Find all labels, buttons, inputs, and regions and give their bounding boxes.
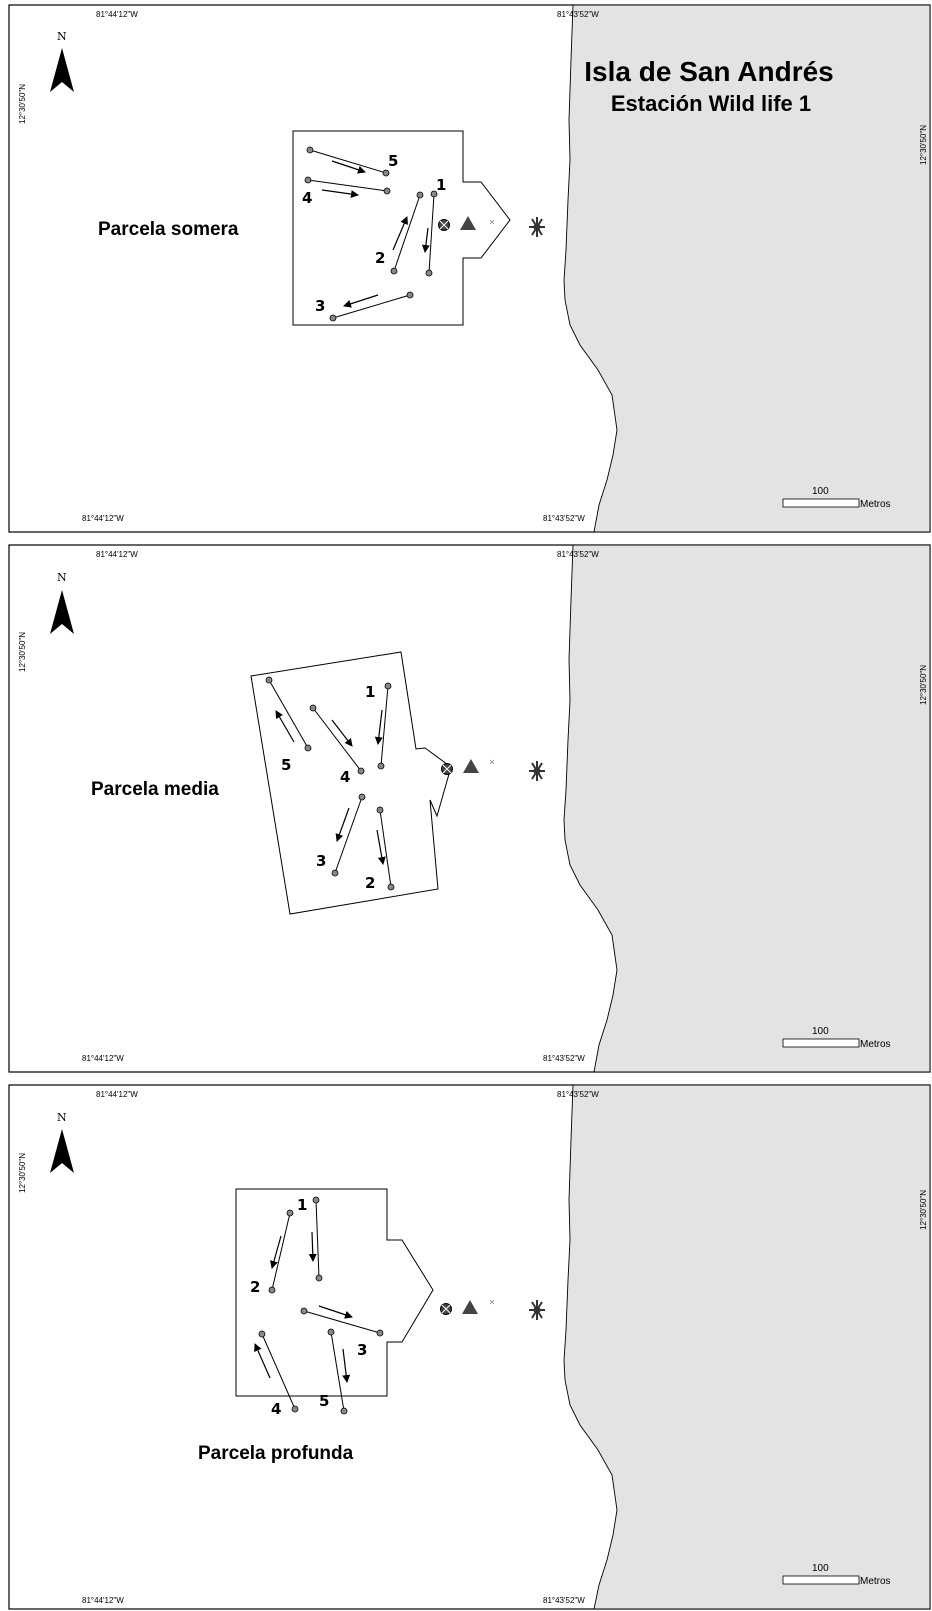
transect-label-5: 5 <box>319 1392 329 1410</box>
transect-label-5: 5 <box>281 756 291 774</box>
lat-label-right: 12°30'50"N <box>919 125 928 165</box>
transect-label-2: 2 <box>365 874 375 892</box>
map-panel-2: 81°44'12"W 81°43'52"W 81°44'12"W 81°43'5… <box>8 544 931 1073</box>
lon-label-top-east: 81°43'52"W <box>557 10 599 19</box>
lat-label-left: 12°30'50"N <box>18 1153 27 1193</box>
plot-outline <box>235 1188 434 1397</box>
north-arrow-icon <box>50 1129 74 1173</box>
transect-direction-arrows <box>321 160 430 308</box>
lon-label-bottom-west: 81°44'12"W <box>82 1596 124 1605</box>
plot-outline <box>292 130 511 326</box>
scale-bar: 100 Metros <box>782 1563 891 1587</box>
scale-bar: 100 Metros <box>782 1026 891 1050</box>
transect-lines <box>268 679 392 888</box>
map-panel-3: 81°44'12"W 81°43'52"W 81°44'12"W 81°43'5… <box>8 1084 931 1610</box>
transect-endpoints <box>258 1196 384 1415</box>
transect-label-3: 3 <box>316 852 326 870</box>
transect-direction-arrows <box>275 709 386 865</box>
station-symbols <box>441 759 545 781</box>
station-crossed-circle-mark <box>442 764 452 774</box>
transect-lines <box>261 1199 381 1412</box>
transect-label-1: 1 <box>436 176 446 194</box>
transect-label-4: 4 <box>340 768 350 786</box>
transect-label-1: 1 <box>297 1196 307 1214</box>
scale-bar-box <box>782 498 860 508</box>
transect-label-2: 2 <box>375 249 385 267</box>
transect-endpoints <box>265 676 395 891</box>
transect-label-4: 4 <box>271 1400 281 1418</box>
plot-label: Parcela media <box>91 779 219 800</box>
lat-label-left: 12°30'50"N <box>18 84 27 124</box>
transect-label-3: 3 <box>357 1341 367 1359</box>
lon-label-top-east: 81°43'52"W <box>557 550 599 559</box>
lon-label-top-west: 81°44'12"W <box>96 550 138 559</box>
land-area <box>563 544 931 1073</box>
station-symbols <box>438 216 545 237</box>
map-panel-1: 81°44'12"W 81°43'52"W 81°44'12"W 81°43'5… <box>8 4 931 533</box>
transect-label-4: 4 <box>302 189 312 207</box>
north-arrow-icon <box>50 48 74 92</box>
plot-label: Parcela somera <box>98 219 239 240</box>
lon-label-top-east: 81°43'52"W <box>557 1090 599 1099</box>
scale-unit: Metros <box>860 1039 891 1050</box>
north-arrow-label: N <box>57 30 67 43</box>
station-triangle-icon <box>462 1300 478 1314</box>
lon-label-top-west: 81°44'12"W <box>96 10 138 19</box>
station-star-center <box>533 223 541 231</box>
scale-value: 100 <box>812 486 829 497</box>
lon-label-bottom-west: 81°44'12"W <box>82 1054 124 1063</box>
station-triangle-icon <box>460 216 476 230</box>
station-small-cross-icon <box>489 759 495 765</box>
transect-label-3: 3 <box>315 297 325 315</box>
map-subtitle: Estación Wild life 1 <box>611 91 811 116</box>
north-arrow-icon <box>50 590 74 634</box>
transect-endpoints <box>304 146 438 322</box>
lon-label-bottom-east: 81°43'52"W <box>543 1054 585 1063</box>
plot-label: Parcela profunda <box>198 1443 354 1464</box>
lat-label-right: 12°30'50"N <box>919 665 928 705</box>
station-triangle-icon <box>463 759 479 773</box>
lon-label-bottom-east: 81°43'52"W <box>543 514 585 523</box>
land-area <box>563 4 931 533</box>
station-crossed-circle-mark <box>441 1304 451 1314</box>
plot-outline <box>250 651 452 915</box>
map-title: Isla de San Andrés <box>584 56 834 87</box>
north-arrow-label: N <box>57 571 67 584</box>
transect-direction-arrows <box>254 1231 353 1383</box>
station-star-center <box>533 767 541 775</box>
station-crossed-circle-mark <box>439 220 449 230</box>
north-arrow-label: N <box>57 1111 67 1124</box>
scale-bar-box <box>782 1038 860 1048</box>
transect-label-2: 2 <box>250 1278 260 1296</box>
scale-value: 100 <box>812 1026 829 1037</box>
lon-label-top-west: 81°44'12"W <box>96 1090 138 1099</box>
lat-label-left: 12°30'50"N <box>18 632 27 672</box>
station-star-center <box>533 1306 541 1314</box>
lat-label-right: 12°30'50"N <box>919 1190 928 1230</box>
lon-label-bottom-east: 81°43'52"W <box>543 1596 585 1605</box>
scale-bar: 100 Metros <box>782 486 891 510</box>
scale-unit: Metros <box>860 1576 891 1587</box>
station-small-cross-icon <box>489 219 495 225</box>
scale-bar-box <box>782 1575 860 1585</box>
station-symbols <box>440 1299 545 1320</box>
station-small-cross-icon <box>489 1299 495 1305</box>
scale-unit: Metros <box>860 499 891 510</box>
scale-value: 100 <box>812 1563 829 1574</box>
transect-label-5: 5 <box>388 152 398 170</box>
transect-label-1: 1 <box>365 683 375 701</box>
transect-lines <box>307 149 435 319</box>
land-area <box>563 1084 931 1610</box>
lon-label-bottom-west: 81°44'12"W <box>82 514 124 523</box>
